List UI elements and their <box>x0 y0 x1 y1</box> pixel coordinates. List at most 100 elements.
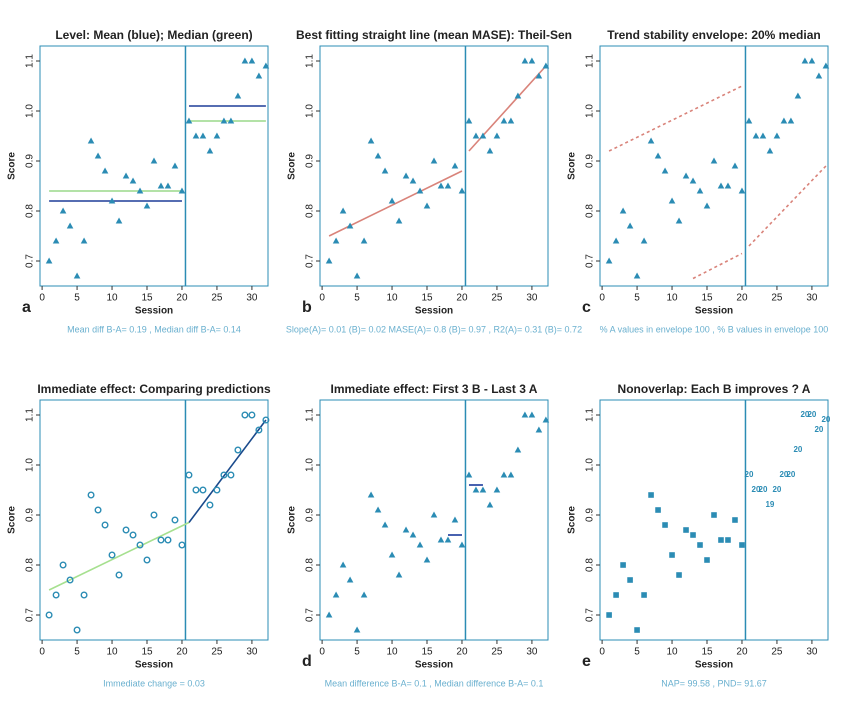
panel-letter: b <box>302 299 312 316</box>
point <box>662 522 668 528</box>
panel-title: Level: Mean (blue); Median (green) <box>55 28 252 42</box>
x-tick-label: 10 <box>106 647 118 658</box>
plot-frame <box>599 399 829 641</box>
point <box>493 132 501 139</box>
x-tick-label: 20 <box>176 647 188 658</box>
x-axis-label: Session <box>695 306 733 317</box>
point-label: 20 <box>821 415 830 424</box>
point <box>199 132 207 139</box>
point <box>627 577 633 583</box>
point-label: 20 <box>772 485 781 494</box>
x-tick-label: 30 <box>246 293 258 304</box>
point <box>52 591 60 599</box>
point <box>94 152 102 159</box>
point <box>465 471 473 478</box>
y-tick-label: 0.7 <box>305 254 316 268</box>
point <box>430 511 438 518</box>
point <box>486 501 494 508</box>
point <box>423 556 431 563</box>
x-tick-label: 25 <box>771 293 783 304</box>
panel-caption: NAP= 99.58 , PND= 91.67 <box>661 678 767 688</box>
point <box>402 172 410 179</box>
point <box>178 541 186 549</box>
point <box>192 486 200 494</box>
point <box>690 532 696 538</box>
point <box>108 551 116 559</box>
point <box>535 426 543 433</box>
point <box>613 592 619 598</box>
x-tick-label: 5 <box>634 647 640 658</box>
point <box>634 627 640 633</box>
point <box>234 446 242 454</box>
point <box>507 471 515 478</box>
point <box>696 187 704 194</box>
point <box>641 592 647 598</box>
point <box>66 576 74 584</box>
x-axis-label: Session <box>135 306 173 317</box>
plot-frame <box>39 399 269 641</box>
point <box>171 162 179 169</box>
y-tick-label: 0.8 <box>585 204 596 218</box>
point <box>605 257 613 264</box>
point <box>325 257 333 264</box>
point <box>234 92 242 99</box>
y-axis-label: Score <box>287 506 298 534</box>
point <box>129 531 137 539</box>
point <box>815 72 823 79</box>
point <box>416 541 424 548</box>
point <box>451 516 459 523</box>
point <box>808 57 816 64</box>
point <box>444 536 452 543</box>
y-axis-label: Score <box>287 152 298 180</box>
y-tick-label: 0.9 <box>305 154 316 168</box>
point <box>710 157 718 164</box>
x-tick-label: 5 <box>74 647 80 658</box>
point <box>486 147 494 154</box>
point <box>669 552 675 558</box>
y-tick-label: 0.7 <box>25 608 36 622</box>
x-tick-label: 10 <box>666 293 678 304</box>
x-tick-label: 0 <box>39 293 45 304</box>
point <box>59 207 67 214</box>
x-tick-label: 15 <box>701 293 713 304</box>
point <box>45 611 53 619</box>
x-tick-label: 5 <box>74 293 80 304</box>
panel: Level: Mean (blue); Median (green) 0.7 0.8… <box>7 28 270 334</box>
point <box>178 187 186 194</box>
x-tick-label: 30 <box>806 647 818 658</box>
point <box>346 222 354 229</box>
y-tick-label: 1.1 <box>305 408 316 422</box>
panel-caption: Immediate change = 0.03 <box>103 678 205 688</box>
x-axis-label: Session <box>415 660 453 671</box>
point <box>185 471 193 479</box>
point <box>381 167 389 174</box>
point <box>332 237 340 244</box>
point-label: 20 <box>759 485 768 494</box>
point <box>458 187 466 194</box>
x-tick-label: 25 <box>211 647 223 658</box>
point <box>248 411 256 419</box>
point <box>500 471 508 478</box>
y-axis-label: Score <box>567 506 578 534</box>
x-tick-label: 10 <box>386 647 398 658</box>
point <box>822 62 830 69</box>
panel-letter: d <box>302 653 312 670</box>
plot-frame <box>319 45 549 287</box>
point-label: 20 <box>752 485 761 494</box>
panel: Nonoverlap: Each B improves ? A 0.7 0.8 0.9… <box>567 382 831 688</box>
y-tick-label: 1.1 <box>25 54 36 68</box>
point <box>206 147 214 154</box>
point <box>45 257 53 264</box>
y-tick-label: 0.9 <box>25 154 36 168</box>
y-tick-label: 1.1 <box>25 408 36 422</box>
point <box>164 182 172 189</box>
x-tick-label: 5 <box>634 293 640 304</box>
point <box>528 411 536 418</box>
point <box>80 591 88 599</box>
overlay-line <box>692 252 743 280</box>
point <box>717 182 725 189</box>
panel: Immediate effect: Comparing predictions 0… <box>7 382 271 688</box>
panel-caption: % A values in envelope 100 , % B values … <box>600 324 829 334</box>
point <box>619 207 627 214</box>
panel-title: Nonoverlap: Each B improves ? A <box>618 382 811 396</box>
